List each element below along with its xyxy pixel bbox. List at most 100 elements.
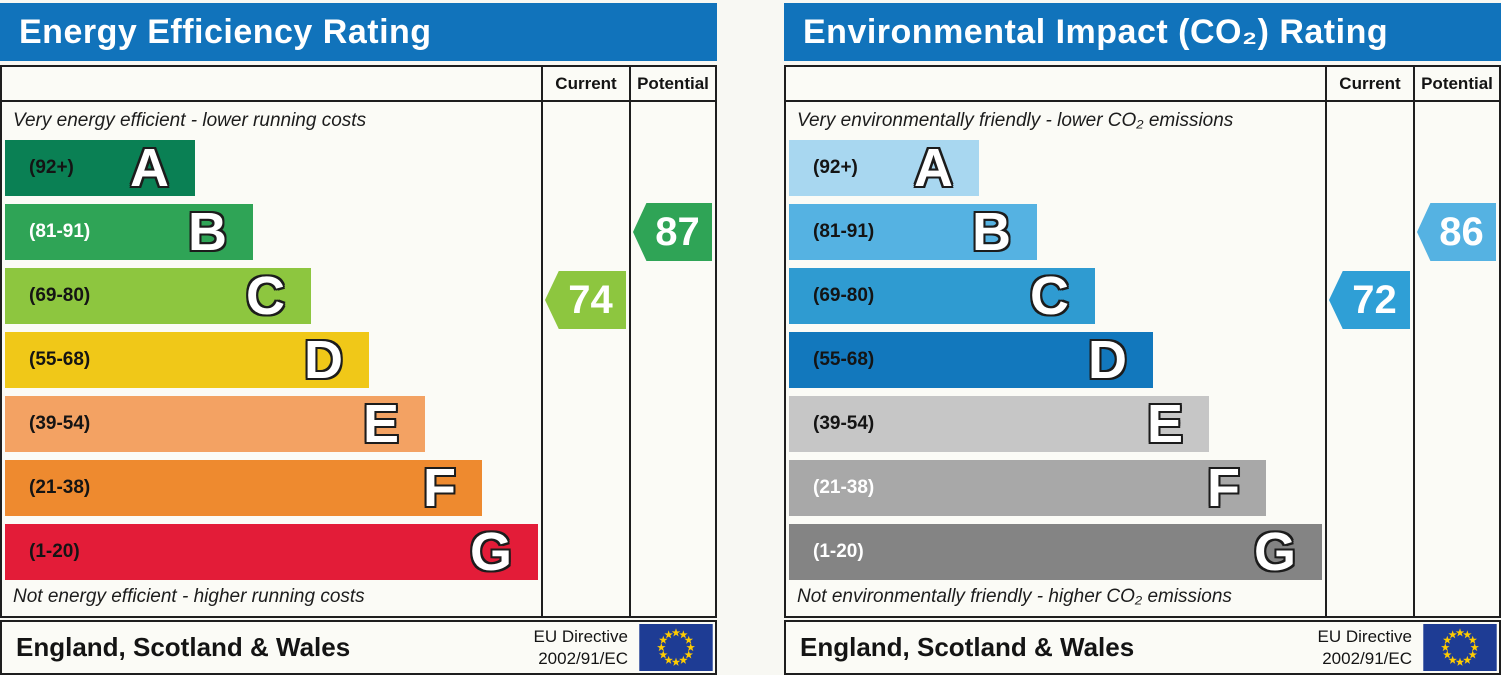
band-range-label: (1-20)	[813, 541, 864, 562]
band-bar-b: (81-91) B	[789, 204, 1037, 260]
rating-bands: (92+) A (81-91) B (69-80) C (55-68) D (39-54) E (2…	[2, 140, 541, 580]
energy-efficiency-chart: Energy Efficiency Rating Current Potenti…	[0, 0, 717, 675]
eu-directive-line1: EU Directive	[1317, 627, 1412, 647]
band-row-b: (81-91) B	[2, 204, 541, 260]
current-column: 72	[1325, 102, 1413, 616]
eu-flag-star	[664, 630, 673, 639]
region-label: England, Scotland & Wales	[16, 632, 351, 662]
potential-rating-arrow: 87	[633, 203, 712, 261]
current-column-header: Current	[541, 67, 629, 100]
band-row-g: (1-20) G	[2, 524, 541, 580]
current-column: 74	[541, 102, 629, 616]
chart-footer: England, Scotland & Wales EU Directive 2…	[0, 620, 717, 675]
band-letter: A	[130, 138, 169, 198]
rating-table: Current Potential Very environmentally f…	[784, 65, 1501, 618]
band-bar-c: (69-80) C	[789, 268, 1095, 324]
band-range-label: (92+)	[813, 157, 858, 178]
band-letter: F	[423, 458, 456, 518]
chart-title: Environmental Impact (CO₂) Rating	[803, 12, 1389, 51]
band-range-label: (81-91)	[813, 221, 875, 242]
chart-title-bar: Energy Efficiency Rating	[0, 3, 717, 61]
band-range-label: (1-20)	[29, 541, 80, 562]
eu-flag-star	[1442, 650, 1452, 659]
band-letter: B	[972, 202, 1011, 262]
eu-flag-star	[684, 650, 694, 659]
potential-column: 86	[1413, 102, 1499, 616]
band-row-e: (39-54) E	[2, 396, 541, 452]
eu-directive-line1: EU Directive	[533, 627, 628, 647]
eu-flag-star	[1468, 650, 1478, 659]
eu-flag-star	[671, 628, 681, 637]
band-row-f: (21-38) F	[786, 460, 1325, 516]
band-bar-g: (1-20) G	[789, 524, 1322, 580]
eu-flag-star	[686, 642, 695, 652]
band-row-c: (69-80) C	[786, 268, 1325, 324]
header-spacer	[2, 67, 541, 100]
band-range-label: (92+)	[29, 157, 74, 178]
eu-directive-line2: 2002/91/EC	[1322, 648, 1412, 668]
bottom-caption: Not energy efficient - higher running co…	[13, 586, 365, 607]
band-bar-g: (1-20) G	[5, 524, 538, 580]
potential-column: 87	[629, 102, 715, 616]
band-bar-a: (92+) A	[789, 140, 979, 196]
eu-flag-star	[664, 655, 673, 664]
band-range-label: (55-68)	[813, 349, 875, 370]
eu-flag-star	[657, 642, 666, 652]
band-letter: G	[1253, 522, 1296, 582]
band-letter: F	[1207, 458, 1240, 518]
eu-flag	[1423, 624, 1497, 671]
eu-flag-star	[1455, 657, 1465, 666]
eu-flag-star	[1442, 635, 1452, 644]
current-rating-arrow: 74	[545, 271, 626, 329]
environmental-impact-chart: Environmental Impact (CO₂) Rating Curren…	[784, 0, 1501, 675]
band-range-label: (21-38)	[29, 477, 91, 498]
eu-flag	[639, 624, 713, 671]
band-row-d: (55-68) D	[786, 332, 1325, 388]
band-letter: E	[362, 394, 399, 454]
band-letter: E	[1146, 394, 1183, 454]
band-bar-c: (69-80) C	[5, 268, 311, 324]
potential-column-header: Potential	[1413, 67, 1499, 100]
eu-directive-label: EU Directive 2002/91/EC	[1318, 626, 1412, 669]
ratings-body: Very environmentally friendly - lower CO…	[786, 102, 1499, 616]
bottom-caption: Not environmentally friendly - higher CO…	[797, 586, 1232, 607]
band-range-label: (55-68)	[29, 349, 91, 370]
eu-flag-star	[658, 650, 668, 659]
ratings-body: Very energy efficient - lower running co…	[2, 102, 715, 616]
eu-flag-star	[679, 655, 688, 664]
eu-flag-star	[658, 635, 668, 644]
band-area: Very environmentally friendly - lower CO…	[786, 102, 1325, 616]
eu-flag-star	[1455, 628, 1465, 637]
eu-flag-star	[679, 630, 688, 639]
band-bar-e: (39-54) E	[789, 396, 1209, 452]
band-bar-e: (39-54) E	[5, 396, 425, 452]
region-label: England, Scotland & Wales	[800, 632, 1135, 662]
band-range-label: (39-54)	[813, 413, 875, 434]
eu-flag-star	[1468, 635, 1478, 644]
eu-flag-star	[1463, 630, 1472, 639]
band-row-a: (92+) A	[2, 140, 541, 196]
eu-flag-star	[1463, 655, 1472, 664]
eu-flag-star	[1470, 642, 1479, 652]
eu-flag-star	[1441, 642, 1450, 652]
eu-flag-stars	[1441, 628, 1479, 666]
top-caption: Very environmentally friendly - lower CO…	[797, 110, 1234, 131]
table-header-row: Current Potential	[2, 67, 715, 102]
eu-directive-line2: 2002/91/EC	[538, 648, 628, 668]
band-row-g: (1-20) G	[786, 524, 1325, 580]
table-header-row: Current Potential	[786, 67, 1499, 102]
band-letter: G	[469, 522, 512, 582]
eu-flag-star	[671, 657, 681, 666]
band-row-a: (92+) A	[786, 140, 1325, 196]
band-range-label: (69-80)	[813, 285, 875, 306]
top-caption: Very energy efficient - lower running co…	[13, 110, 367, 131]
rating-table: Current Potential Very energy efficient …	[0, 65, 717, 618]
band-bar-f: (21-38) F	[789, 460, 1266, 516]
band-row-e: (39-54) E	[786, 396, 1325, 452]
rating-bands: (92+) A (81-91) B (69-80) C (55-68) D (39-54) E (2…	[786, 140, 1325, 580]
band-row-b: (81-91) B	[786, 204, 1325, 260]
potential-column-header: Potential	[629, 67, 715, 100]
band-area: Very energy efficient - lower running co…	[2, 102, 541, 616]
header-spacer	[786, 67, 1325, 100]
band-row-c: (69-80) C	[2, 268, 541, 324]
